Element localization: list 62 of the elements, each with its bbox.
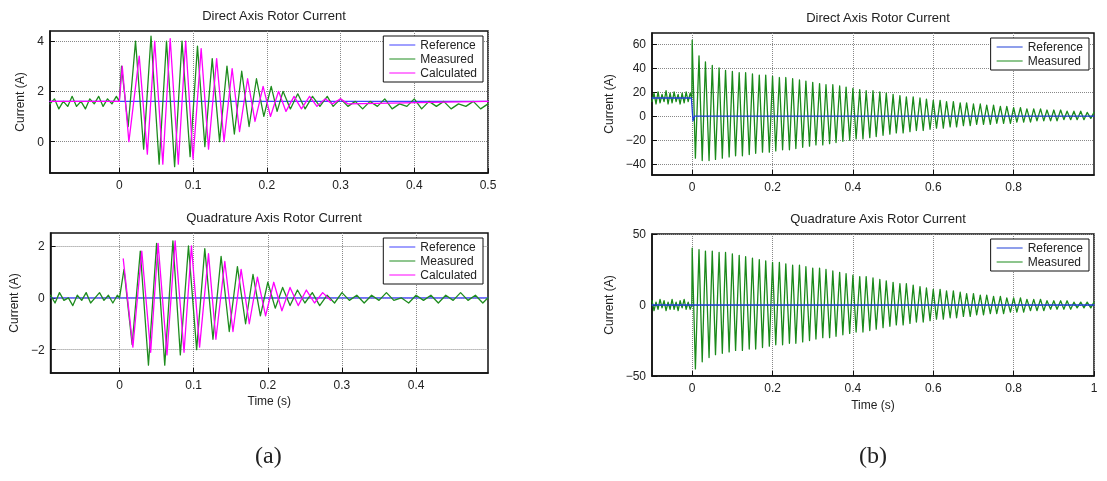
y-tick-label: −2 — [30, 342, 45, 357]
line-series — [651, 39, 1095, 162]
line-series — [49, 240, 489, 366]
text: (b) — [859, 442, 887, 468]
legend-label: Measured — [420, 254, 474, 268]
x-tick-label: 0.2 — [259, 378, 277, 392]
chart-title: Quadrature Axis Rotor Current — [186, 210, 363, 225]
x-tick-label: 0.4 — [844, 180, 862, 194]
legend-label: Calculated — [420, 66, 477, 80]
y-tick-label: 0 — [37, 134, 45, 149]
x-tick-label: 0.8 — [1005, 180, 1023, 194]
x-tick-label: 0.4 — [405, 178, 423, 192]
x-tick-label: 0.2 — [764, 381, 782, 395]
legend-label: Reference — [420, 38, 476, 52]
x-tick-label: 0 — [688, 180, 696, 194]
line-series — [122, 240, 332, 356]
legend-label: Reference — [1027, 40, 1084, 54]
x-tick-label: 0.6 — [924, 180, 942, 194]
legend-label: Reference — [420, 240, 476, 254]
legend-label: Calculated — [420, 268, 477, 282]
x-tick-label: 0.4 — [844, 381, 862, 395]
x-tick-label: 0.5 — [479, 178, 497, 192]
y-tick-label: 50 — [632, 227, 647, 241]
x-tick-label: 0 — [116, 378, 124, 392]
y-tick-label: −50 — [625, 369, 647, 383]
y-tick-label: 0 — [37, 290, 45, 305]
x-tick-label: 0.1 — [185, 378, 203, 392]
legend-label: Measured — [1027, 54, 1082, 68]
y-tick-label: 4 — [37, 34, 45, 49]
x-tick-label: 0.3 — [333, 378, 351, 392]
y-tick-label: 2 — [37, 238, 45, 253]
x-tick-label: 0.3 — [332, 178, 350, 192]
x-tick-label: 0.8 — [1005, 381, 1023, 395]
x-axis-title: Time (s) — [247, 394, 292, 408]
text: (a) — [255, 442, 282, 468]
x-tick-label: 0.2 — [258, 178, 276, 192]
x-tick-label: 0 — [688, 381, 696, 395]
x-axis-title: Time (s) — [851, 397, 895, 412]
y-tick-label: −20 — [625, 133, 647, 148]
x-tick-label: 0.1 — [184, 178, 202, 192]
chart-title: Direct Axis Rotor Current — [202, 8, 347, 23]
y-axis-title: Current (A) — [601, 74, 616, 134]
x-tick-label: 0.6 — [924, 381, 942, 395]
y-axis-title: Current (A) — [13, 72, 28, 132]
legend-label: Reference — [1027, 241, 1084, 255]
y-tick-label: 0 — [639, 109, 647, 124]
y-tick-label: 20 — [632, 84, 647, 99]
x-tick-label: 0.2 — [764, 180, 782, 194]
y-tick-label: 60 — [632, 36, 647, 51]
chart-title: Direct Axis Rotor Current — [806, 10, 951, 25]
legend-label: Measured — [1027, 255, 1082, 269]
legend-label: Measured — [420, 52, 474, 66]
y-axis-title: Current (A) — [7, 273, 21, 333]
y-tick-label: −40 — [625, 157, 647, 172]
x-tick-label: 0.4 — [407, 378, 425, 392]
chart-title: Quadrature Axis Rotor Current — [790, 211, 967, 226]
x-tick-label: 0 — [115, 178, 123, 192]
y-axis-title: Current (A) — [601, 275, 616, 335]
y-tick-label: 0 — [639, 298, 647, 312]
y-tick-label: 2 — [37, 84, 45, 99]
y-tick-label: 40 — [632, 60, 647, 75]
x-tick-label: 1 — [1090, 381, 1098, 395]
